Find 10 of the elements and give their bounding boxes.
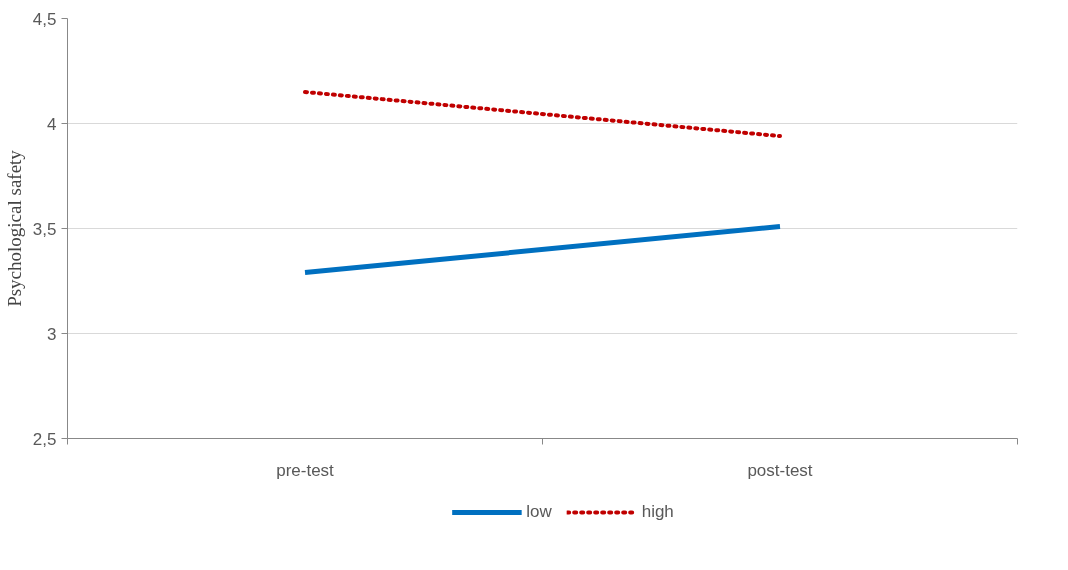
y-axis-title: Psychological safety <box>3 149 25 307</box>
x-tick-label: pre-test <box>276 460 335 480</box>
x-tick-label: post-test <box>747 460 813 480</box>
y-tick-label: 3,5 <box>32 219 57 239</box>
y-tick-label: 3 <box>47 324 57 344</box>
legend-label: low <box>526 502 552 522</box>
y-tick-label: 4 <box>47 114 57 134</box>
y-tick-label: 4,5 <box>32 9 57 29</box>
y-tick-label: 2,5 <box>32 429 57 449</box>
legend-label: high <box>641 502 674 522</box>
